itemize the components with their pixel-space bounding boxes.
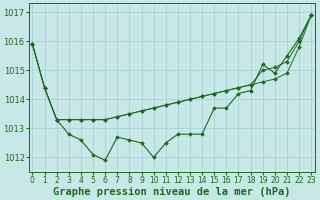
X-axis label: Graphe pression niveau de la mer (hPa): Graphe pression niveau de la mer (hPa) (53, 186, 291, 197)
